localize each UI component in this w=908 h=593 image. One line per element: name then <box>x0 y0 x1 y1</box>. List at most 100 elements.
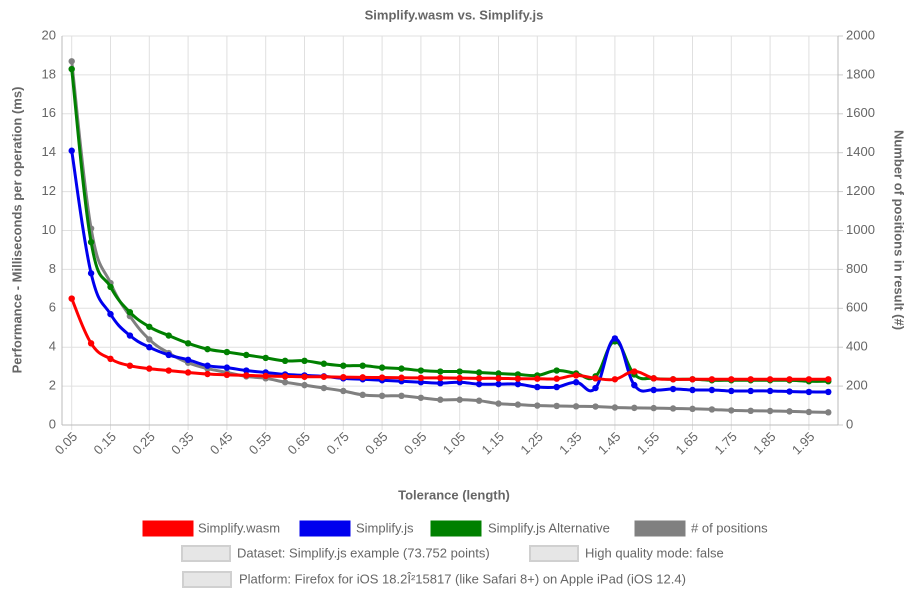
y2-tick-label: 1200 <box>846 183 875 198</box>
legend-note: High quality mode: false <box>585 545 724 560</box>
data-point <box>126 308 134 316</box>
data-point <box>437 374 444 382</box>
data-point <box>708 386 716 394</box>
y2-tick-label: 800 <box>846 261 868 276</box>
x-tick-label: 0.75 <box>323 429 352 458</box>
data-point <box>437 379 444 387</box>
x-tick-label: 1.55 <box>634 429 663 458</box>
data-point <box>262 354 269 362</box>
y2-tick-label: 1800 <box>846 66 875 81</box>
data-point <box>728 387 735 395</box>
data-point <box>87 238 95 246</box>
data-point <box>340 362 347 369</box>
data-point <box>68 65 75 73</box>
y2-tick-label: 1000 <box>846 222 875 237</box>
data-point <box>631 404 638 412</box>
data-point <box>805 376 813 383</box>
data-point <box>669 405 677 412</box>
data-point <box>495 400 502 407</box>
data-point <box>378 364 386 371</box>
data-point <box>301 357 308 365</box>
x-tick-label: 1.75 <box>711 429 740 458</box>
data-point <box>223 348 231 356</box>
data-point <box>611 335 619 342</box>
data-point <box>243 372 250 379</box>
data-point <box>650 375 657 382</box>
data-point <box>68 58 75 65</box>
data-point <box>398 392 405 400</box>
series-line <box>70 297 829 382</box>
legend-label: Simplify.js <box>356 520 414 535</box>
data-point <box>398 374 405 381</box>
legend-swatch <box>299 520 351 537</box>
data-point <box>223 364 231 371</box>
data-point <box>475 375 483 382</box>
data-point <box>728 376 735 383</box>
data-point <box>398 365 405 372</box>
y2-tick-label: 600 <box>846 300 868 315</box>
data-point <box>572 379 580 386</box>
data-point <box>184 340 192 347</box>
data-point <box>107 355 114 363</box>
y-tick-label: 12 <box>42 183 56 198</box>
data-point <box>417 394 425 401</box>
data-point <box>495 370 502 377</box>
x-tick-label: 1.15 <box>479 429 508 458</box>
legend-note-box <box>181 545 231 562</box>
data-point <box>165 367 172 374</box>
data-point <box>281 373 289 380</box>
legend-swatch <box>430 520 482 537</box>
data-point <box>456 396 463 403</box>
series-line <box>70 68 829 383</box>
y-tick-label: 2 <box>49 378 56 393</box>
data-point <box>320 373 328 380</box>
x-tick-label: 0.05 <box>52 429 81 458</box>
data-point <box>262 372 269 380</box>
data-point <box>340 387 347 395</box>
y2-tick-label: 0 <box>846 416 853 431</box>
data-point <box>456 374 463 382</box>
x-tick-label: 0.55 <box>246 429 275 458</box>
x-tick-label: 1.65 <box>673 429 702 458</box>
x-axis-title: Tolerance (length) <box>398 487 510 502</box>
data-point <box>437 396 444 403</box>
data-point <box>107 283 114 291</box>
data-point <box>572 372 580 379</box>
data-point <box>301 381 308 389</box>
legend-label: Simplify.wasm <box>198 520 280 535</box>
data-point <box>417 367 425 374</box>
y2-tick-label: 400 <box>846 339 868 354</box>
data-point <box>592 384 599 392</box>
data-point <box>766 407 774 415</box>
x-tick-label: 0.65 <box>285 429 314 458</box>
data-point <box>514 380 522 388</box>
data-point <box>243 351 250 359</box>
data-point <box>514 401 522 408</box>
data-point <box>631 381 638 389</box>
y-tick-label: 6 <box>49 300 56 315</box>
data-point <box>553 367 560 374</box>
data-point <box>611 376 619 383</box>
data-point <box>320 360 328 367</box>
data-point <box>669 376 677 383</box>
data-point <box>786 388 793 395</box>
data-point <box>825 409 832 416</box>
data-point <box>786 408 793 415</box>
legend-label: # of positions <box>691 520 768 535</box>
data-point <box>126 332 134 339</box>
data-point <box>553 375 560 382</box>
data-point <box>184 369 192 376</box>
data-point <box>378 374 386 381</box>
data-point <box>359 391 366 399</box>
data-point <box>456 368 463 375</box>
data-point <box>669 385 677 393</box>
y-tick-label: 10 <box>42 222 56 237</box>
data-point <box>281 357 289 365</box>
y-tick-label: 16 <box>42 105 56 120</box>
data-point <box>825 388 832 396</box>
y-tick-label: 0 <box>49 416 56 431</box>
data-point <box>359 362 366 369</box>
data-point <box>204 370 211 378</box>
data-point <box>475 397 483 404</box>
data-point <box>223 371 231 379</box>
